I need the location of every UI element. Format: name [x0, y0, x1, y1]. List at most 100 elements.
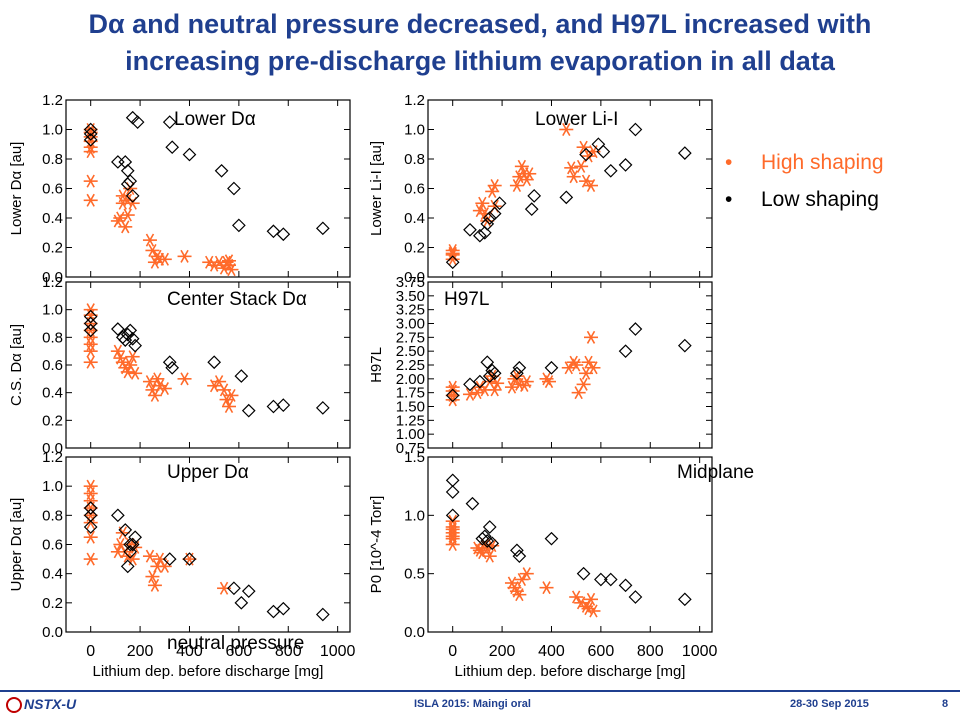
asterisk-stroke: [465, 387, 475, 401]
high-shaping-point: [83, 508, 98, 522]
asterisk-stroke: [448, 384, 457, 398]
y-tick-label: 1.5: [404, 449, 425, 466]
low-shaping-point: [473, 374, 487, 389]
scatter-panel-3: 0.751.001.251.501.752.002.252.502.753.00…: [368, 274, 713, 457]
asterisk-stroke: [116, 211, 125, 225]
panel-title: Lower Dα: [174, 109, 256, 130]
y-tick-label: 3.75: [396, 274, 425, 291]
asterisk-stroke: [121, 220, 130, 234]
low-shaping-point: [596, 144, 611, 159]
low-shaping-point: [227, 581, 241, 596]
high-shaping-point: [445, 246, 460, 260]
high-shaping-point: [221, 254, 236, 268]
asterisk-stroke: [150, 578, 160, 592]
asterisk-stroke: [214, 255, 224, 269]
asterisk-stroke: [571, 590, 581, 604]
asterisk-stroke: [586, 592, 596, 606]
low-shaping-point: [677, 338, 692, 353]
y-tick-label: 3.00: [396, 316, 425, 333]
high-shaping-point: [217, 581, 232, 595]
asterisk-stroke: [148, 570, 157, 584]
low-shaping-point: [628, 590, 643, 604]
asterisk-stroke: [576, 159, 586, 173]
scatter-panel-0: 0.0 0.2 0.4 0.6 0.8 1.0 1.2 Lower Dα [au]: [8, 92, 351, 286]
y-tick-label: 1.75: [396, 385, 425, 402]
asterisk-stroke: [113, 344, 123, 358]
high-shaping-point: [83, 516, 98, 530]
low-shaping-point: [276, 398, 291, 412]
low-shaping-point: [111, 508, 125, 523]
legend-label-low-shaping: Low shaping: [761, 188, 879, 211]
low-shaping-point: [618, 344, 633, 359]
high-shaping-point: [83, 355, 98, 369]
high-shaping-point: [177, 372, 192, 386]
asterisk-stroke: [116, 538, 125, 551]
low-shaping-point: [120, 559, 135, 574]
y-tick-label: 0.0: [404, 624, 425, 641]
high-shaping-point: [157, 382, 172, 396]
low-shaping-point: [128, 530, 142, 545]
asterisk-stroke: [118, 189, 127, 203]
asterisk-stroke: [153, 372, 162, 386]
x-tick-label: 800: [637, 643, 664, 660]
high-shaping-point: [539, 581, 554, 595]
y-axis-label: Upper Dα [au]: [8, 498, 25, 592]
y-tick-label: 0.8: [42, 507, 63, 524]
y-tick-label: 0.8: [404, 151, 425, 168]
low-shaping-point: [111, 322, 125, 336]
y-tick-label: 1.2: [404, 92, 425, 109]
low-shaping-point: [83, 316, 98, 331]
asterisk-stroke: [219, 581, 229, 595]
x-axis-label-right: Lithium dep. before discharge [mg]: [455, 663, 686, 680]
high-shaping-point: [83, 145, 98, 159]
y-tick-label: 1.25: [396, 412, 425, 429]
high-shaping-point: [569, 358, 584, 372]
x-tick-label: 1000: [320, 643, 356, 660]
asterisk-stroke: [128, 350, 137, 364]
y-tick-label: 0.0: [42, 624, 63, 641]
high-shaping-point: [564, 161, 579, 175]
x-tick-label: 0: [448, 643, 457, 660]
x-tick-label: 200: [127, 643, 154, 660]
asterisk-stroke: [492, 376, 502, 390]
x-tick-label: 600: [588, 643, 615, 660]
asterisk-stroke: [475, 543, 485, 557]
high-shaping-point: [224, 388, 239, 402]
asterisk-stroke: [522, 567, 531, 581]
high-shaping-point: [566, 170, 581, 184]
low-shaping-point: [527, 189, 542, 203]
asterisk-stroke: [145, 375, 155, 389]
low-shaping-point: [214, 163, 229, 178]
asterisk-stroke: [567, 161, 576, 175]
slide-title-line1: Dα and neutral pressure decreased, and H…: [88, 9, 872, 39]
bullet-icon: •: [725, 188, 733, 211]
low-shaping-point: [315, 221, 330, 236]
low-shaping-point: [266, 399, 281, 414]
legend-item-high-shaping: • High shaping: [725, 144, 884, 181]
asterisk-stroke: [517, 159, 527, 173]
low-shaping-point: [512, 360, 527, 375]
asterisk-stroke: [123, 208, 132, 222]
low-shaping-point: [182, 552, 197, 566]
asterisk-stroke: [488, 539, 497, 553]
y-tick-label: 2.75: [396, 329, 425, 346]
high-shaping-point: [514, 573, 529, 586]
asterisk-stroke: [581, 174, 591, 188]
scatter-panel-grid: 0.0 0.2 0.4 0.6 0.8 1.0 1.2 Lower Dα [au] 0.0 0.2…: [8, 92, 754, 680]
low-shaping-point: [162, 355, 177, 370]
asterisk-stroke: [145, 233, 155, 247]
asterisk-stroke: [480, 207, 489, 221]
asterisk-stroke: [485, 549, 494, 563]
asterisk-stroke: [512, 369, 522, 383]
y-axis-label: Lower Li-I [au]: [368, 141, 385, 236]
asterisk-stroke: [586, 179, 596, 193]
low-shaping-point: [83, 127, 98, 141]
asterisk-stroke: [507, 380, 517, 394]
high-shaping-point: [519, 567, 534, 581]
high-shaping-point: [147, 578, 162, 592]
low-shaping-point: [130, 115, 145, 129]
high-shaping-point: [445, 252, 460, 266]
asterisk-stroke: [227, 263, 236, 277]
y-tick-label: 3.25: [396, 302, 425, 319]
y-tick-label: 0.2: [42, 595, 63, 612]
